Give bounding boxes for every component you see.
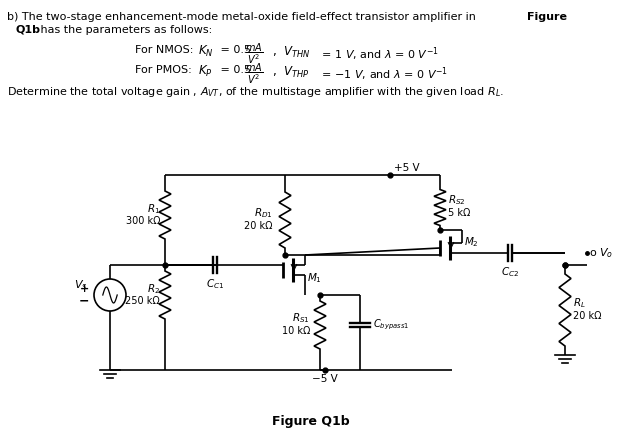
Text: +5 V: +5 V	[394, 163, 420, 173]
Text: $R_{S1}$: $R_{S1}$	[292, 311, 310, 325]
Text: $V_s$: $V_s$	[74, 278, 88, 292]
Text: ,  $V_{THN}$: , $V_{THN}$	[272, 45, 310, 60]
Text: has the parameters as follows:: has the parameters as follows:	[37, 25, 212, 35]
Text: Figure Q1b: Figure Q1b	[272, 415, 350, 428]
Text: 10 kΩ: 10 kΩ	[282, 326, 310, 336]
Text: $\dfrac{mA}{V^2}$: $\dfrac{mA}{V^2}$	[245, 41, 263, 66]
Text: $M_2$: $M_2$	[464, 235, 479, 249]
Text: = $-$1 $V$, and $\lambda$ = 0 $V^{-1}$: = $-$1 $V$, and $\lambda$ = 0 $V^{-1}$	[318, 65, 448, 83]
Text: Determine the total voltage gain , $A_{VT}$, of the multistage amplifier with th: Determine the total voltage gain , $A_{V…	[7, 85, 504, 99]
Text: 250 kΩ: 250 kΩ	[125, 296, 160, 306]
Text: $R_2$: $R_2$	[147, 282, 160, 296]
Text: +: +	[80, 284, 89, 294]
Text: 5 kΩ: 5 kΩ	[448, 209, 470, 218]
Text: b) The two-stage enhancement-mode metal-oxide field-effect transistor amplifier : b) The two-stage enhancement-mode metal-…	[7, 12, 480, 22]
Text: $R_L$: $R_L$	[573, 296, 586, 310]
Text: 20 kΩ: 20 kΩ	[244, 221, 273, 231]
Text: 20 kΩ: 20 kΩ	[573, 311, 601, 321]
Text: −: −	[78, 295, 89, 307]
Text: For PMOS:: For PMOS:	[135, 65, 195, 75]
Text: o $V_o$: o $V_o$	[589, 246, 613, 260]
Text: $M_1$: $M_1$	[307, 271, 322, 285]
Text: −5 V: −5 V	[312, 374, 338, 384]
Text: = 0.5: = 0.5	[217, 65, 251, 75]
Text: $K_N$: $K_N$	[198, 44, 214, 59]
Text: $R_1$: $R_1$	[147, 202, 160, 216]
Text: = 1 $V$, and $\lambda$ = 0 $V^{-1}$: = 1 $V$, and $\lambda$ = 0 $V^{-1}$	[318, 45, 439, 63]
Text: $K_P$: $K_P$	[198, 64, 213, 79]
Text: 300 kΩ: 300 kΩ	[126, 216, 160, 226]
Text: $C_{bypass1}$: $C_{bypass1}$	[373, 318, 409, 332]
Text: $C_{C1}$: $C_{C1}$	[206, 277, 224, 291]
Text: $R_{S2}$: $R_{S2}$	[448, 194, 466, 207]
Text: Figure: Figure	[527, 12, 567, 22]
Text: ,  $V_{THP}$: , $V_{THP}$	[272, 65, 309, 80]
Text: $\dfrac{mA}{V^2}$: $\dfrac{mA}{V^2}$	[245, 61, 263, 86]
Text: = 0.5: = 0.5	[217, 45, 251, 55]
Text: Q1b: Q1b	[16, 25, 41, 35]
Text: For NMOS:: For NMOS:	[135, 45, 197, 55]
Text: $C_{C2}$: $C_{C2}$	[501, 265, 519, 279]
Text: $R_{D1}$: $R_{D1}$	[254, 206, 273, 220]
